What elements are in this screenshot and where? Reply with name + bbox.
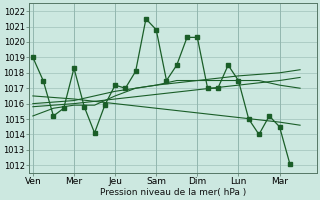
X-axis label: Pression niveau de la mer( hPa ): Pression niveau de la mer( hPa ) [100, 188, 246, 197]
